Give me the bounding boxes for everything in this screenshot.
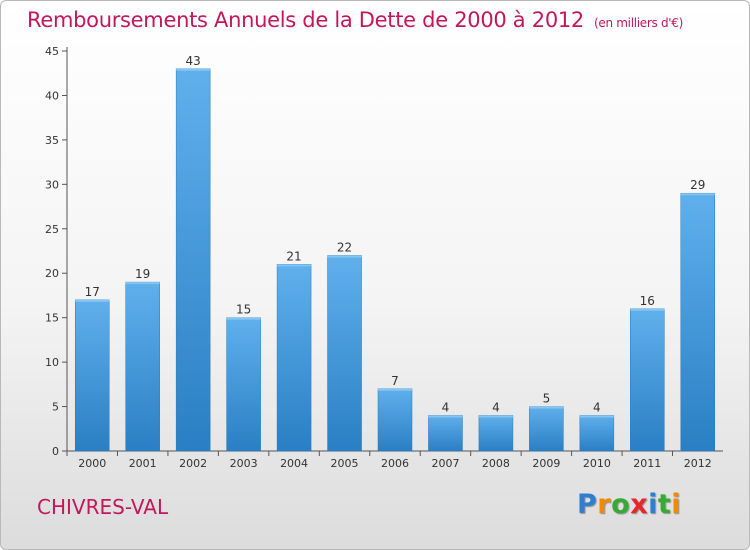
- city-name: CHIVRES-VAL: [37, 495, 169, 519]
- bar-top-highlight: [529, 406, 564, 409]
- data-label: 4: [593, 400, 601, 414]
- data-label: 15: [236, 303, 251, 317]
- x-tick-label: 2002: [179, 457, 207, 470]
- data-label: 29: [690, 178, 705, 192]
- logo-letter: t: [657, 489, 672, 520]
- data-label: 17: [85, 285, 100, 299]
- data-label: 16: [640, 294, 655, 308]
- data-labels: 17 19 43 15 21 22 7 4 4 5 4 16 29: [85, 54, 706, 415]
- bar-top-highlight: [277, 264, 312, 267]
- x-tick-label: 2009: [532, 457, 560, 470]
- bar-top-highlight: [75, 299, 110, 302]
- x-tick-label: 2005: [331, 457, 359, 470]
- bar-top-highlight: [327, 255, 362, 258]
- logo-letter: P: [577, 489, 598, 520]
- data-label: 22: [337, 240, 352, 254]
- bar: [579, 415, 615, 452]
- x-tick-label: 2011: [633, 457, 661, 470]
- bar: [276, 264, 312, 452]
- bar-top-highlight: [579, 415, 614, 418]
- x-tick-label: 2010: [583, 457, 611, 470]
- chart-title: Remboursements Annuels de la Dette de 20…: [27, 8, 683, 32]
- x-tick-label: 2012: [684, 457, 712, 470]
- bar: [327, 255, 362, 452]
- y-tick-label: 20: [45, 267, 59, 280]
- chart-unit: (en milliers d'€): [594, 16, 684, 30]
- bar: [680, 192, 716, 452]
- data-label: 4: [492, 400, 500, 414]
- chart-title-text: Remboursements Annuels de la Dette de 20…: [27, 8, 584, 32]
- logo-letter: i: [671, 489, 682, 520]
- data-label: 21: [286, 249, 301, 263]
- y-tick-label: 5: [52, 401, 59, 414]
- y-tick-label: 35: [45, 134, 59, 147]
- bar-top-highlight: [378, 388, 412, 391]
- bar: [428, 415, 463, 452]
- proxiti-logo[interactable]: Proxiti: [577, 489, 681, 520]
- y-tick-label: 10: [45, 356, 59, 369]
- bar: [478, 415, 514, 452]
- bar-top-highlight: [125, 282, 160, 285]
- y-tick-label: 40: [45, 89, 59, 102]
- x-tick-label: 2007: [431, 457, 459, 470]
- x-tick-label: 2004: [280, 457, 308, 470]
- x-tick-label: 2006: [381, 457, 409, 470]
- bar-top-highlight: [680, 193, 715, 196]
- bar-top-highlight: [176, 68, 211, 71]
- bar-top-highlight: [226, 317, 261, 320]
- x-tick-label: 2000: [78, 457, 106, 470]
- y-tick-label: 0: [52, 445, 59, 458]
- logo-letter: i: [648, 489, 658, 520]
- bar: [74, 299, 110, 452]
- data-label: 5: [543, 392, 551, 406]
- y-tick-label: 15: [45, 312, 59, 325]
- bar-top-highlight: [428, 415, 463, 418]
- bar-top-highlight: [478, 415, 513, 418]
- bar: [630, 308, 665, 452]
- x-tick-label: 2003: [230, 457, 258, 470]
- bar-top-highlight: [630, 308, 665, 311]
- bar: [175, 68, 211, 452]
- bar: [226, 317, 261, 452]
- data-label: 43: [186, 54, 201, 68]
- bar-series: [74, 68, 716, 452]
- logo-letter: r: [597, 489, 612, 520]
- bar: [529, 406, 564, 452]
- data-label: 19: [135, 267, 150, 281]
- y-tick-label: 45: [45, 45, 59, 58]
- data-label: 4: [442, 400, 450, 414]
- x-tick-label: 2001: [129, 457, 157, 470]
- data-label: 7: [391, 374, 399, 388]
- y-tick-label: 25: [45, 223, 59, 236]
- bar: [377, 388, 413, 452]
- y-tick-label: 30: [45, 178, 59, 191]
- bar: [125, 281, 160, 452]
- logo-letter: o: [611, 489, 631, 520]
- x-tick-label: 2008: [482, 457, 510, 470]
- logo-letter: x: [630, 489, 649, 520]
